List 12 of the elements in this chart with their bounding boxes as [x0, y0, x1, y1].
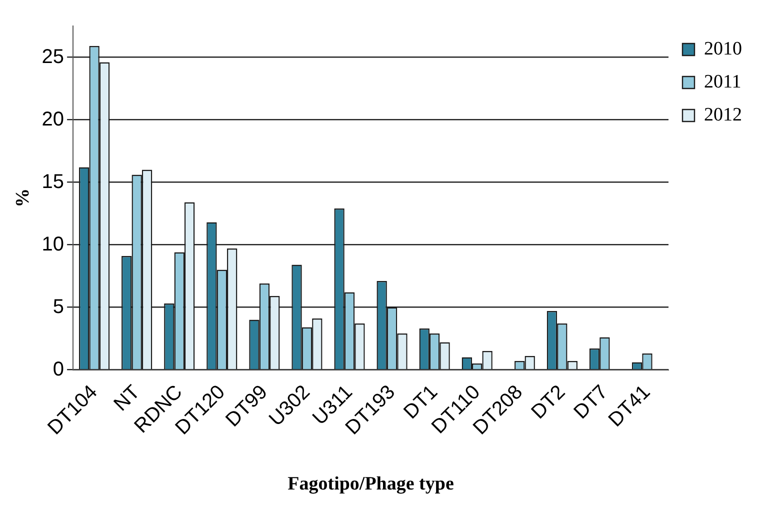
y-tick-label: 10: [42, 233, 64, 256]
y-tick-label: 15: [42, 170, 64, 193]
y-tick-label: 5: [52, 296, 64, 318]
y-axis-title: %: [12, 188, 34, 208]
y-tick-label: 25: [42, 46, 64, 68]
y-tick-label: 0: [52, 358, 64, 380]
legend-label: 2010: [704, 38, 742, 60]
y-tick-label: 20: [42, 108, 64, 130]
legend-label: 2011: [704, 71, 742, 92]
x-axis-title: Fagotipo/Phage type: [288, 474, 454, 495]
x-tick-label: DT2: [527, 381, 570, 424]
legend-label: 2012: [704, 104, 742, 126]
